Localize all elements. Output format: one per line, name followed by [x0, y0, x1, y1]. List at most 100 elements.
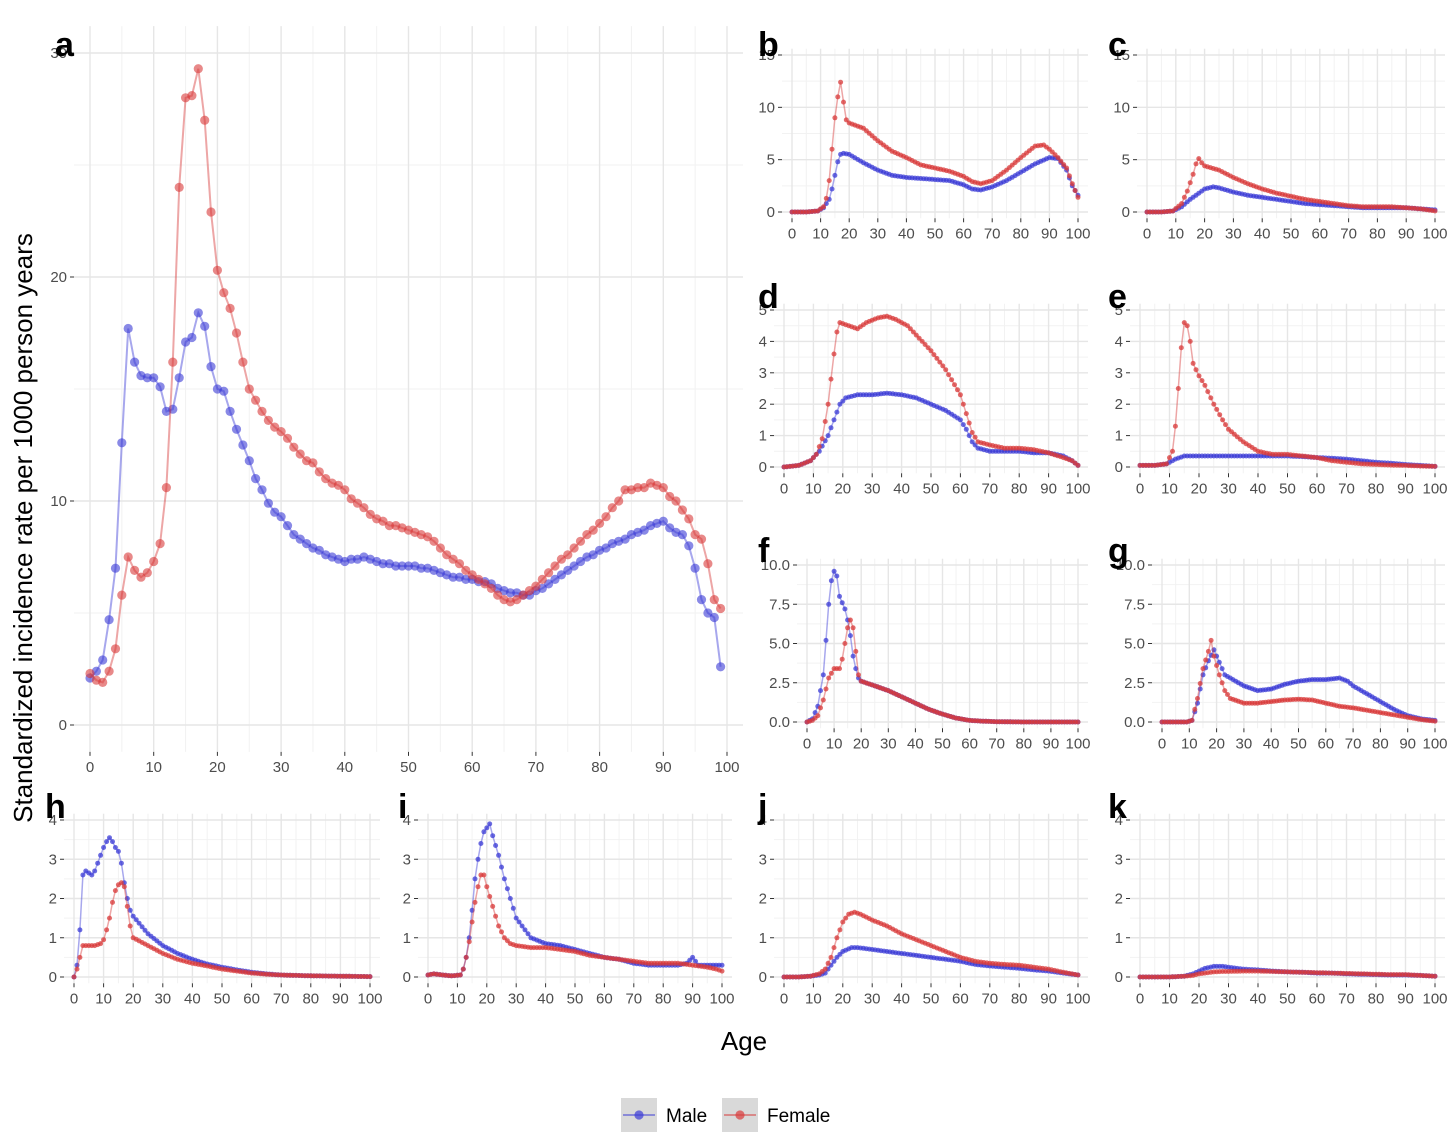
data-point [346, 554, 356, 564]
data-point [696, 534, 707, 544]
data-point [1223, 422, 1228, 428]
y-tick-label: 1 [1115, 930, 1123, 947]
data-point [77, 954, 83, 960]
data-point [149, 556, 159, 567]
data-point [1061, 162, 1067, 168]
data-point [588, 525, 598, 535]
data-point [206, 362, 216, 372]
x-tick-label: 30 [869, 225, 886, 242]
data-point [1432, 208, 1438, 214]
y-tick-label: 1 [403, 930, 411, 947]
data-point [289, 442, 299, 452]
y-tick-label: 7.5 [1124, 596, 1145, 613]
data-point [684, 541, 694, 551]
x-tick-label: 20 [1191, 990, 1208, 1007]
y-tick-label: 3 [403, 851, 411, 868]
x-tick-label: 30 [1220, 990, 1237, 1007]
x-tick-label: 10 [95, 990, 112, 1007]
x-tick-label: 0 [70, 990, 78, 1007]
x-tick-label: 50 [1279, 990, 1296, 1007]
x-tick-label: 50 [567, 990, 584, 1007]
x-tick-label: 30 [508, 990, 525, 1007]
x-tick-label: 0 [1158, 735, 1166, 752]
data-point [442, 550, 452, 560]
x-tick-label: 60 [1317, 735, 1334, 752]
data-point [838, 79, 844, 85]
data-point [834, 409, 840, 415]
x-tick-label: 30 [154, 990, 171, 1007]
data-point [469, 919, 475, 925]
x-tick-label: 60 [464, 759, 481, 776]
y-tick-label: 1 [49, 930, 57, 947]
x-tick-label: 70 [273, 990, 290, 1007]
data-point [117, 590, 127, 600]
x-tick-label: 40 [893, 480, 910, 497]
x-tick-label: 80 [655, 990, 672, 1007]
data-point [276, 427, 286, 437]
data-point [513, 915, 519, 921]
x-tick-label: 100 [1065, 990, 1090, 1007]
y-tick-label: 3 [759, 851, 767, 868]
data-point [112, 888, 118, 894]
data-point [466, 939, 472, 945]
x-tick-label: 10 [1161, 480, 1178, 497]
panel-letter: b [758, 26, 779, 64]
x-tick-label: 10 [1161, 990, 1178, 1007]
data-point [80, 872, 86, 878]
data-point [155, 539, 165, 549]
x-tick-label: 40 [1250, 990, 1267, 1007]
data-point [916, 335, 922, 341]
y-tick-label: 5 [1115, 302, 1123, 319]
data-point [588, 550, 598, 560]
x-tick-label: 100 [1422, 225, 1447, 242]
data-point [966, 420, 972, 426]
data-point [270, 422, 280, 432]
x-tick-label: 40 [907, 735, 924, 752]
y-tick-label: 15 [758, 47, 775, 64]
x-tick-label: 70 [625, 990, 642, 1007]
data-point [263, 415, 273, 425]
x-tick-label: 20 [841, 225, 858, 242]
panel-letter: i [398, 788, 407, 826]
y-tick-label: 2 [759, 396, 767, 413]
x-tick-label: 70 [1345, 735, 1362, 752]
y-tick-label: 0.0 [769, 714, 790, 731]
data-point [940, 363, 946, 369]
data-point [507, 896, 513, 901]
x-tick-label: 100 [709, 990, 734, 1007]
data-point [124, 896, 130, 901]
data-point [200, 321, 210, 331]
data-point [837, 666, 842, 672]
x-tick-label: 50 [1279, 480, 1296, 497]
data-point [1058, 158, 1064, 164]
data-point [825, 401, 831, 407]
data-point [1219, 666, 1225, 672]
data-point [842, 641, 848, 646]
data-point [832, 172, 838, 178]
data-point [516, 919, 522, 925]
data-point [1208, 637, 1214, 643]
data-point [123, 323, 133, 334]
x-tick-label: 50 [1283, 225, 1300, 242]
data-point [130, 913, 136, 919]
y-tick-label: 10 [1113, 99, 1130, 116]
data-point [850, 625, 856, 631]
data-point [658, 516, 668, 526]
data-point [563, 550, 573, 560]
data-point [639, 525, 649, 535]
data-point [1055, 155, 1061, 161]
data-point [544, 568, 554, 578]
x-tick-label: 90 [1040, 990, 1057, 1007]
data-point [469, 907, 475, 913]
data-point [391, 561, 401, 571]
data-point [829, 186, 835, 192]
data-point [496, 923, 502, 929]
data-point [333, 480, 343, 490]
data-point [448, 554, 458, 564]
data-point [457, 972, 463, 978]
data-point [212, 265, 222, 275]
data-point [828, 425, 834, 431]
data-point [92, 868, 98, 874]
data-point [828, 376, 834, 382]
data-point [98, 677, 108, 688]
